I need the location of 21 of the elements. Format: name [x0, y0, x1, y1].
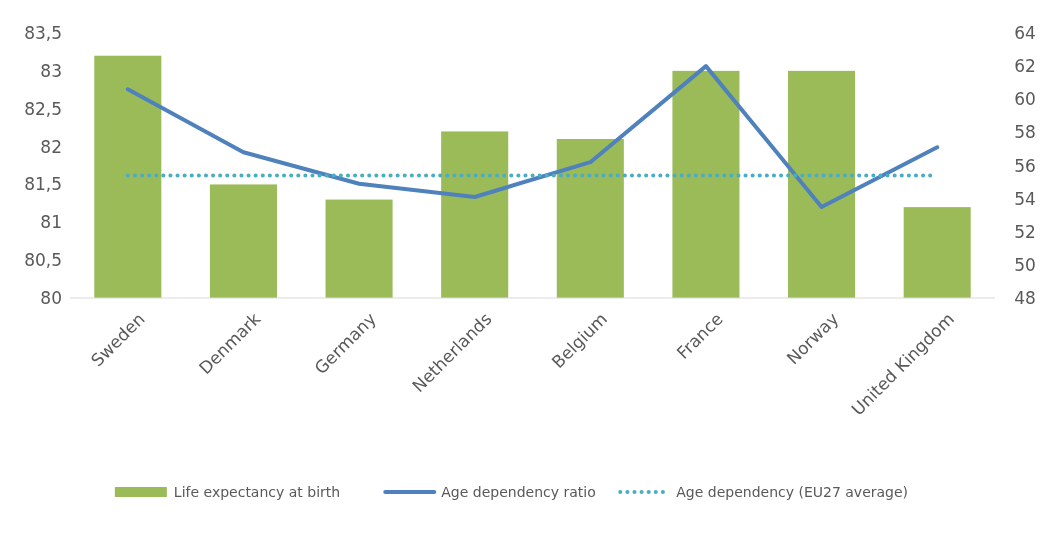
- legend-label: Age dependency ratio: [441, 484, 596, 500]
- y2-tick-label: 52: [1014, 221, 1036, 242]
- y-tick-label: 80: [40, 288, 62, 308]
- y-tick-label: 83,5: [24, 23, 62, 43]
- y2-tick-label: 62: [1014, 56, 1036, 77]
- y2-tick-label: 64: [1014, 23, 1036, 43]
- line-series: [125, 64, 940, 209]
- y-tick-label: 80,5: [24, 250, 62, 271]
- y-tick-label: 81,5: [24, 174, 62, 195]
- y2-tick-label: 56: [1014, 155, 1036, 176]
- y2-tick-label: 58: [1014, 122, 1036, 143]
- y2-tick-label: 48: [1014, 288, 1036, 308]
- y-tick-label: 81: [40, 212, 62, 233]
- legend-label: Age dependency (EU27 average): [676, 484, 909, 500]
- y-tick-label: 83: [40, 60, 62, 81]
- y-tick-label: 82,5: [24, 98, 62, 119]
- y2-tick-label: 60: [1014, 89, 1036, 110]
- y2-tick-label: 54: [1014, 188, 1036, 209]
- y-tick-label: 82: [40, 136, 62, 157]
- legend-label: Life expectancy at birth: [173, 484, 341, 500]
- y2-tick-label: 50: [1014, 254, 1036, 275]
